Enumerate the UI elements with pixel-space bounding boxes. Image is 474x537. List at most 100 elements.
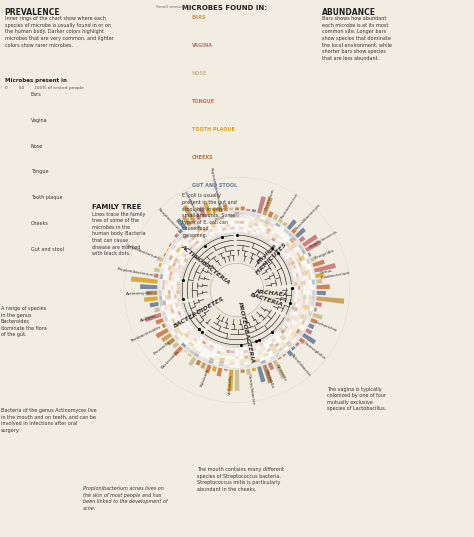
Polygon shape [210, 342, 215, 346]
Polygon shape [176, 322, 181, 326]
Polygon shape [245, 213, 250, 216]
Polygon shape [245, 364, 250, 367]
Polygon shape [191, 236, 196, 241]
Polygon shape [266, 238, 271, 242]
Polygon shape [275, 223, 280, 227]
Polygon shape [301, 325, 306, 331]
Polygon shape [240, 365, 245, 368]
Polygon shape [203, 218, 209, 222]
Polygon shape [303, 286, 306, 289]
Polygon shape [221, 352, 226, 355]
Polygon shape [196, 340, 201, 345]
Polygon shape [235, 207, 239, 210]
Polygon shape [244, 221, 249, 224]
Polygon shape [178, 229, 183, 234]
Polygon shape [291, 260, 295, 265]
Polygon shape [316, 296, 344, 304]
Polygon shape [260, 231, 264, 235]
Polygon shape [304, 304, 308, 310]
Polygon shape [210, 231, 214, 235]
Polygon shape [198, 220, 204, 224]
Text: Moraxella: Moraxella [264, 369, 274, 389]
Polygon shape [294, 298, 297, 302]
Polygon shape [278, 339, 283, 344]
Polygon shape [182, 240, 187, 245]
Polygon shape [257, 366, 265, 382]
Polygon shape [274, 240, 279, 245]
Polygon shape [193, 245, 198, 250]
Polygon shape [243, 347, 247, 350]
Polygon shape [180, 266, 184, 270]
Polygon shape [296, 258, 300, 263]
Polygon shape [280, 335, 284, 339]
Text: Ruminococcus: Ruminococcus [280, 192, 299, 220]
Polygon shape [171, 299, 174, 303]
Polygon shape [317, 291, 326, 295]
Polygon shape [306, 258, 310, 264]
Polygon shape [276, 238, 281, 243]
Text: GUT AND STOOL: GUT AND STOOL [192, 183, 237, 187]
Polygon shape [273, 350, 279, 355]
Polygon shape [311, 274, 314, 279]
Polygon shape [224, 213, 229, 216]
Polygon shape [299, 250, 303, 256]
Polygon shape [176, 333, 182, 338]
Polygon shape [176, 286, 179, 290]
Polygon shape [301, 271, 305, 276]
Polygon shape [283, 222, 288, 227]
Polygon shape [182, 262, 186, 266]
Polygon shape [308, 300, 311, 305]
Polygon shape [231, 227, 235, 229]
Polygon shape [225, 221, 230, 224]
Polygon shape [165, 275, 169, 280]
Polygon shape [154, 267, 160, 273]
Polygon shape [261, 347, 266, 351]
Polygon shape [219, 360, 224, 364]
Polygon shape [193, 330, 198, 335]
Polygon shape [274, 233, 279, 237]
Polygon shape [296, 246, 301, 251]
Text: BACTERIA: BACTERIA [249, 292, 284, 307]
Polygon shape [229, 362, 234, 365]
Polygon shape [220, 219, 225, 222]
Polygon shape [229, 212, 234, 215]
Text: Nose: Nose [31, 143, 43, 149]
Polygon shape [168, 291, 171, 294]
Polygon shape [291, 331, 295, 336]
Polygon shape [298, 330, 303, 336]
Polygon shape [223, 346, 227, 350]
Polygon shape [261, 229, 266, 233]
Polygon shape [177, 264, 182, 269]
Polygon shape [301, 286, 303, 290]
Polygon shape [248, 224, 253, 228]
Polygon shape [200, 362, 206, 369]
Polygon shape [213, 362, 219, 366]
Polygon shape [197, 242, 201, 247]
Polygon shape [176, 218, 187, 230]
Polygon shape [173, 323, 178, 328]
Polygon shape [306, 295, 309, 300]
Polygon shape [193, 337, 198, 342]
Polygon shape [193, 345, 198, 350]
Text: Gut and stool: Gut and stool [31, 246, 64, 252]
Polygon shape [255, 362, 261, 366]
Polygon shape [215, 344, 219, 347]
Polygon shape [207, 350, 212, 354]
Polygon shape [279, 248, 283, 252]
Polygon shape [235, 351, 239, 353]
Polygon shape [293, 302, 296, 307]
Polygon shape [198, 206, 206, 218]
Polygon shape [301, 261, 305, 266]
Polygon shape [175, 273, 179, 277]
Text: ACTINOBACTERIA: ACTINOBACTERIA [179, 244, 230, 286]
Polygon shape [282, 344, 287, 349]
Polygon shape [166, 253, 170, 259]
Polygon shape [217, 226, 221, 229]
Polygon shape [184, 333, 189, 338]
Polygon shape [161, 269, 164, 274]
Polygon shape [179, 331, 183, 336]
Polygon shape [177, 298, 180, 302]
Polygon shape [231, 229, 235, 233]
Polygon shape [171, 281, 174, 285]
Polygon shape [223, 204, 228, 211]
